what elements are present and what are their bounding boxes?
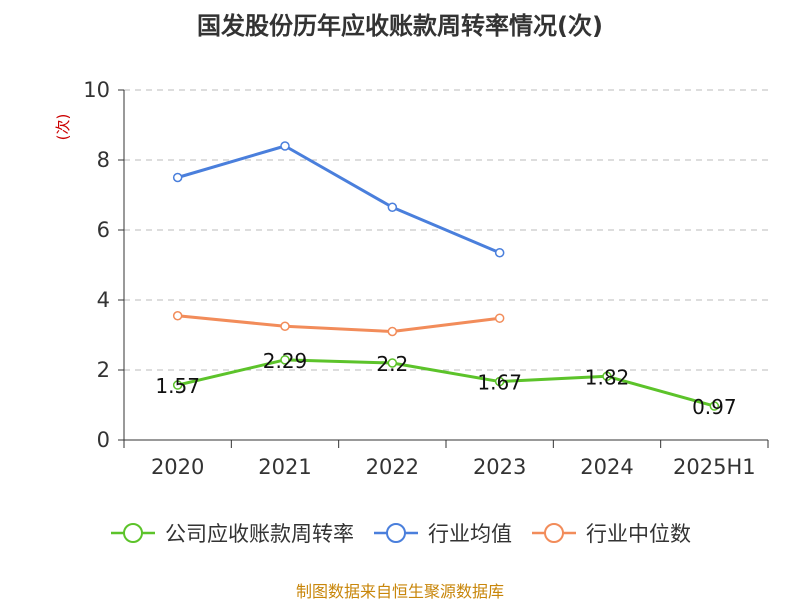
- data-point: [172, 380, 183, 390]
- data-point: [602, 371, 612, 382]
- y-tick-label: 10: [83, 78, 110, 102]
- x-tick-label: 2023: [473, 455, 526, 479]
- y-tick-label: 8: [97, 148, 110, 172]
- data-label: 1.67: [477, 371, 522, 395]
- legend-item[interactable]: 行业均值: [372, 518, 512, 548]
- axes: 0 2 4 6 8 10 2020 2021 2022 2023 2024 2025H1: [83, 78, 769, 479]
- series-line: [177, 358, 715, 408]
- data-point: [494, 313, 505, 323]
- data-point: [387, 202, 398, 212]
- legend-marker-icon: [111, 523, 155, 543]
- data-point: [172, 311, 183, 321]
- data-label: 2.29: [263, 349, 308, 373]
- data-labels: 1.57 2.29 2.2 1.67 1.82 0.97: [155, 349, 736, 419]
- series-line: [177, 314, 500, 333]
- data-point: [709, 401, 720, 411]
- legend-label: 行业均值: [428, 522, 512, 546]
- legend: 公司应收账款周转率 行业均值 行业中位数: [0, 518, 800, 548]
- y-tick-label: 0: [97, 428, 110, 452]
- data-point: [387, 326, 398, 337]
- x-tick-label: 2024: [580, 455, 633, 479]
- chart-title: 国发股份历年应收账款周转率情况(次): [197, 12, 603, 40]
- legend-item[interactable]: 公司应收账款周转率: [109, 518, 354, 548]
- data-point: [280, 141, 290, 151]
- x-tick-label: 2022: [366, 455, 419, 479]
- legend-label: 公司应收账款周转率: [165, 522, 354, 546]
- data-label: 0.97: [692, 395, 737, 419]
- legend-label: 行业中位数: [586, 522, 691, 546]
- data-label: 1.82: [585, 365, 630, 389]
- data-label: 1.57: [155, 374, 200, 398]
- data-point: [494, 376, 505, 387]
- data-point: [387, 358, 398, 368]
- data-point: [172, 172, 183, 183]
- x-tick-label: 2021: [258, 455, 311, 479]
- legend-item[interactable]: 行业中位数: [530, 518, 691, 548]
- legend-marker-icon: [532, 523, 576, 543]
- y-tick-label: 2: [97, 358, 110, 382]
- source-note: 制图数据来自恒生聚源数据库: [295, 582, 504, 601]
- x-tick-label: 2020: [151, 455, 204, 479]
- data-point: [280, 321, 290, 331]
- legend-marker-icon: [374, 523, 418, 543]
- series: [172, 141, 720, 411]
- series-line: [177, 144, 501, 255]
- data-point: [280, 355, 290, 365]
- y-tick-label: 4: [97, 288, 110, 312]
- line-chart: 0 2 4 6 8 10 2020 2021 2022 2023 2024 2025H1 (次) 1.…: [54, 78, 769, 479]
- data-point: [494, 248, 505, 258]
- y-tick-label: 6: [97, 218, 110, 242]
- x-tick-label: 2025H1: [673, 455, 756, 479]
- y-unit-label: (次): [54, 114, 72, 141]
- data-label: 2.2: [376, 352, 408, 376]
